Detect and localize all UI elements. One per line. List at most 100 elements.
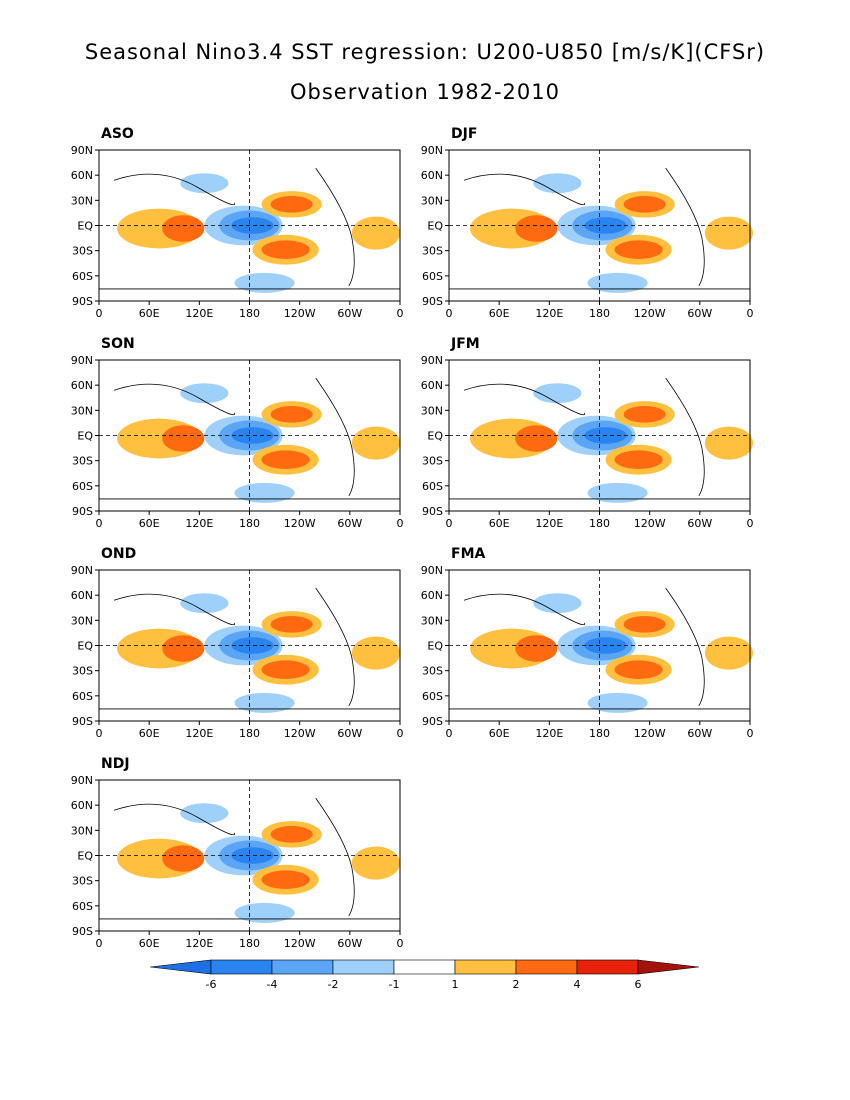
lat-tick-label: EQ [427, 640, 443, 653]
lat-tick-label: 90S [422, 295, 443, 308]
contour-shading [261, 240, 310, 259]
contour-shading [623, 406, 666, 423]
colorbar-label: 1 [452, 978, 459, 991]
contour-shading [515, 635, 558, 662]
lon-tick-label: 60W [687, 727, 712, 740]
lat-tick-label: 30N [71, 404, 93, 417]
contour-shading [261, 870, 310, 889]
panel-label: SON [101, 336, 135, 352]
lon-tick-label: 60W [687, 517, 712, 530]
lat-tick-label: EQ [77, 850, 93, 863]
lon-tick-label: 120W [284, 517, 316, 530]
lon-tick-label: 60E [489, 517, 510, 530]
lon-tick-label: 180 [589, 307, 610, 320]
colorbar-segment [454, 959, 517, 975]
coastline [113, 593, 235, 626]
lat-tick-label: 60S [72, 270, 93, 283]
lon-tick-label: 120W [284, 307, 316, 320]
lat-tick-label: EQ [77, 220, 93, 233]
lon-tick-label: 120E [185, 727, 213, 740]
contour-shading [270, 406, 313, 423]
lat-tick-label: 60N [421, 379, 443, 392]
contour-shading [234, 902, 295, 923]
lon-tick-label: 180 [239, 727, 260, 740]
contour-shading [704, 216, 754, 250]
contour-shading [623, 616, 666, 633]
lat-tick-label: 60N [421, 589, 443, 602]
lat-tick-label: 60N [421, 169, 443, 182]
colorbar-segment [515, 959, 578, 975]
lat-tick-label: 30N [71, 614, 93, 627]
contour-shading [704, 636, 754, 670]
colorbar-segment [271, 959, 334, 975]
lon-tick-label: 60W [337, 727, 362, 740]
contour-shading [162, 425, 205, 452]
contour-shading [614, 660, 663, 679]
lat-tick-label: 90N [71, 564, 93, 577]
lon-tick-label: 0 [747, 307, 754, 320]
colorbar-segment [393, 959, 456, 975]
coastline [665, 587, 705, 707]
lat-tick-label: 30N [71, 824, 93, 837]
contour-shading [231, 847, 274, 864]
lon-tick-label: 0 [446, 517, 453, 530]
lon-tick-label: 120W [284, 727, 316, 740]
lon-tick-label: 0 [96, 727, 103, 740]
lat-tick-label: 60S [422, 690, 443, 703]
contour-shading [234, 692, 295, 713]
lat-tick-label: EQ [77, 430, 93, 443]
lon-tick-label: 60W [687, 307, 712, 320]
contour-shading [587, 482, 648, 503]
figure-title: Seasonal Nino3.4 SST regression: U200-U8… [84, 40, 766, 64]
lon-tick-label: 0 [747, 517, 754, 530]
contour-shading [533, 593, 582, 614]
lat-tick-label: 60N [71, 379, 93, 392]
coastline [665, 377, 705, 497]
panel-label: ASO [101, 126, 134, 142]
lat-tick-label: 90S [72, 925, 93, 938]
contour-shading [180, 383, 229, 404]
lon-tick-label: 60W [337, 307, 362, 320]
lon-tick-label: 120E [535, 727, 563, 740]
lat-tick-label: 90S [72, 505, 93, 518]
lat-tick-label: 90S [72, 295, 93, 308]
panel-label: NDJ [101, 756, 130, 772]
lat-tick-label: 90S [422, 715, 443, 728]
lon-tick-label: 120E [185, 307, 213, 320]
contour-shading [270, 616, 313, 633]
lon-tick-label: 180 [589, 517, 610, 530]
panel-label: FMA [451, 546, 486, 562]
lat-tick-label: 90N [421, 354, 443, 367]
lon-tick-label: 120W [284, 937, 316, 950]
lon-tick-label: 60E [139, 517, 160, 530]
lat-tick-label: 30S [72, 245, 93, 258]
contour-shading [162, 215, 205, 242]
lon-tick-label: 120E [535, 307, 563, 320]
lon-tick-label: 60W [337, 937, 362, 950]
contour-shading [234, 272, 295, 293]
lat-tick-label: 60N [71, 169, 93, 182]
lon-tick-label: 60E [489, 307, 510, 320]
coastline [315, 587, 355, 707]
contour-shading [162, 845, 205, 872]
colorbar-label: -1 [389, 978, 400, 991]
contour-shading [180, 803, 229, 824]
lon-tick-label: 0 [397, 727, 404, 740]
lon-tick-label: 0 [96, 517, 103, 530]
contour-shading [162, 635, 205, 662]
lon-tick-label: 180 [239, 307, 260, 320]
lat-tick-label: 30N [421, 194, 443, 207]
lon-tick-label: 0 [747, 727, 754, 740]
lon-tick-label: 180 [239, 937, 260, 950]
coastline [315, 377, 355, 497]
lon-tick-label: 60W [337, 517, 362, 530]
contour-shading [623, 196, 666, 213]
contour-shading [533, 383, 582, 404]
contour-shading [270, 196, 313, 213]
lon-tick-label: 120E [535, 517, 563, 530]
contour-shading [261, 450, 310, 469]
lon-tick-label: 0 [397, 517, 404, 530]
